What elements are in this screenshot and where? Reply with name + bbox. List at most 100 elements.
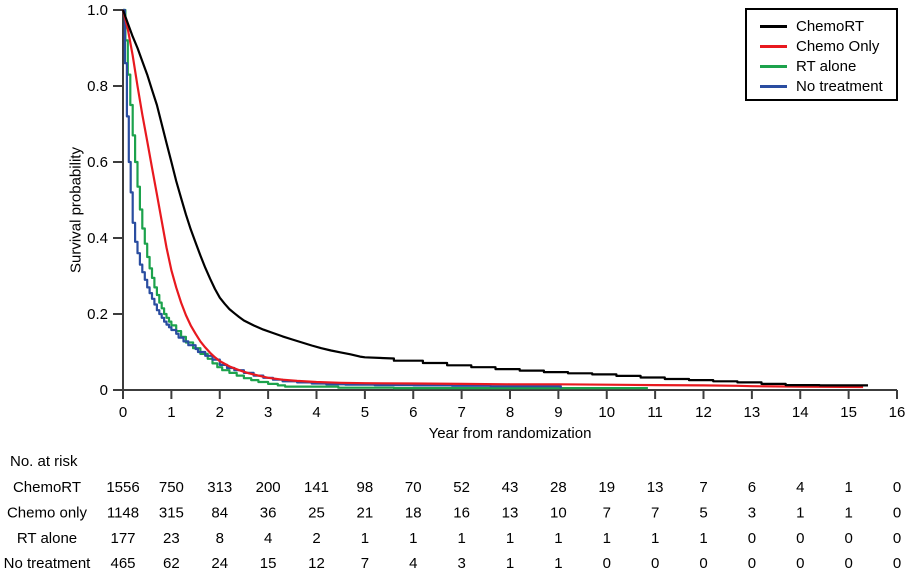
at-risk-value: 19 [598, 479, 615, 496]
at-risk-value: 43 [502, 479, 519, 496]
at-risk-value: 0 [748, 555, 756, 572]
at-risk-value: 0 [893, 504, 901, 521]
at-risk-value: 3 [748, 504, 756, 521]
at-risk-row-label: ChemoRT [13, 479, 81, 496]
legend: ChemoRT Chemo Only RT alone No treatment [745, 8, 898, 101]
at-risk-value: 1 [554, 555, 562, 572]
y-tick-label: 1.0 [87, 2, 108, 19]
legend-label-no-treatment: No treatment [796, 77, 883, 95]
at-risk-value: 52 [453, 479, 470, 496]
x-tick-label: 2 [216, 404, 224, 421]
at-risk-value: 0 [796, 530, 804, 547]
at-risk-value: 6 [748, 479, 756, 496]
at-risk-value: 62 [163, 555, 180, 572]
at-risk-value: 0 [603, 555, 611, 572]
at-risk-value: 7 [699, 479, 707, 496]
survival-curve-no-treatment [123, 8, 562, 389]
at-risk-value: 98 [357, 479, 374, 496]
at-risk-value: 4 [796, 479, 804, 496]
x-tick-label: 11 [647, 404, 663, 421]
at-risk-value: 18 [405, 504, 422, 521]
y-tick-label: 0.2 [87, 306, 108, 323]
at-risk-value: 13 [647, 479, 664, 496]
at-risk-value: 21 [357, 504, 374, 521]
x-tick-label: 0 [119, 404, 127, 421]
at-risk-value: 177 [110, 530, 135, 547]
legend-item-no-treatment: No treatment [760, 76, 896, 96]
at-risk-value: 200 [256, 479, 281, 496]
at-risk-value: 13 [502, 504, 519, 521]
legend-label-chemort: ChemoRT [796, 17, 865, 35]
at-risk-value: 1 [603, 530, 611, 547]
at-risk-value: 36 [260, 504, 277, 521]
at-risk-value: 1 [554, 530, 562, 547]
at-risk-value: 4 [264, 530, 272, 547]
at-risk-row-label: No treatment [4, 555, 92, 572]
legend-line-swatch-chemort [760, 24, 787, 28]
legend-label-rt-alone: RT alone [796, 57, 857, 75]
at-risk-value: 7 [361, 555, 369, 572]
at-risk-value: 12 [308, 555, 325, 572]
survival-curve-chemo-only [121, 9, 864, 389]
x-tick-label: 5 [361, 404, 369, 421]
at-risk-value: 0 [893, 479, 901, 496]
at-risk-value: 1556 [106, 479, 139, 496]
at-risk-value: 1 [844, 479, 852, 496]
legend-item-chemort: ChemoRT [760, 16, 896, 36]
x-tick-label: 8 [506, 404, 514, 421]
x-tick-label: 14 [792, 404, 809, 421]
at-risk-value: 750 [159, 479, 184, 496]
legend-item-rt-alone: RT alone [760, 56, 896, 76]
x-tick-label: 9 [554, 404, 562, 421]
y-tick-label: 0 [100, 382, 108, 399]
at-risk-value: 15 [260, 555, 277, 572]
at-risk-row-label: RT alone [17, 530, 77, 547]
at-risk-value: 0 [844, 555, 852, 572]
x-tick-label: 16 [889, 404, 906, 421]
survival-curve-rt-alone [123, 8, 648, 390]
at-risk-value: 0 [893, 530, 901, 547]
at-risk-value: 4 [409, 555, 417, 572]
at-risk-value: 2 [312, 530, 320, 547]
y-tick-label: 0.6 [87, 154, 108, 171]
survival-curve-chemort [121, 9, 868, 387]
at-risk-value: 0 [651, 555, 659, 572]
legend-line-swatch-no-treatment [760, 84, 787, 88]
at-risk-value: 70 [405, 479, 422, 496]
at-risk-value: 23 [163, 530, 180, 547]
at-risk-value: 1 [361, 530, 369, 547]
y-tick-label: 0.8 [87, 78, 108, 95]
at-risk-value: 1148 [107, 504, 139, 521]
at-risk-value: 1 [506, 555, 514, 572]
legend-line-swatch-chemo-only [760, 44, 787, 48]
at-risk-value: 5 [699, 504, 707, 521]
legend-item-chemo-only: Chemo Only [760, 36, 896, 56]
at-risk-value: 0 [796, 555, 804, 572]
at-risk-value: 7 [603, 504, 611, 521]
at-risk-value: 0 [699, 555, 707, 572]
at-risk-value: 1 [506, 530, 514, 547]
at-risk-value: 24 [211, 555, 228, 572]
at-risk-value: 0 [844, 530, 852, 547]
at-risk-value: 313 [207, 479, 232, 496]
at-risk-value: 1 [651, 530, 659, 547]
at-risk-value: 3 [457, 555, 465, 572]
x-tick-label: 12 [695, 404, 712, 421]
legend-label-chemo-only: Chemo Only [796, 37, 880, 55]
at-risk-value: 465 [110, 555, 135, 572]
at-risk-value: 1 [409, 530, 417, 547]
at-risk-value: 141 [304, 479, 329, 496]
at-risk-title: No. at risk [10, 453, 78, 470]
x-tick-label: 3 [264, 404, 272, 421]
at-risk-value: 315 [159, 504, 184, 521]
at-risk-value: 25 [308, 504, 325, 521]
x-axis-title: Year from randomization [428, 425, 592, 442]
x-tick-label: 7 [457, 404, 465, 421]
at-risk-value: 16 [453, 504, 470, 521]
at-risk-value: 10 [550, 504, 567, 521]
x-tick-label: 4 [312, 404, 320, 421]
at-risk-row-label: Chemo only [7, 504, 88, 521]
at-risk-value: 1 [844, 504, 852, 521]
